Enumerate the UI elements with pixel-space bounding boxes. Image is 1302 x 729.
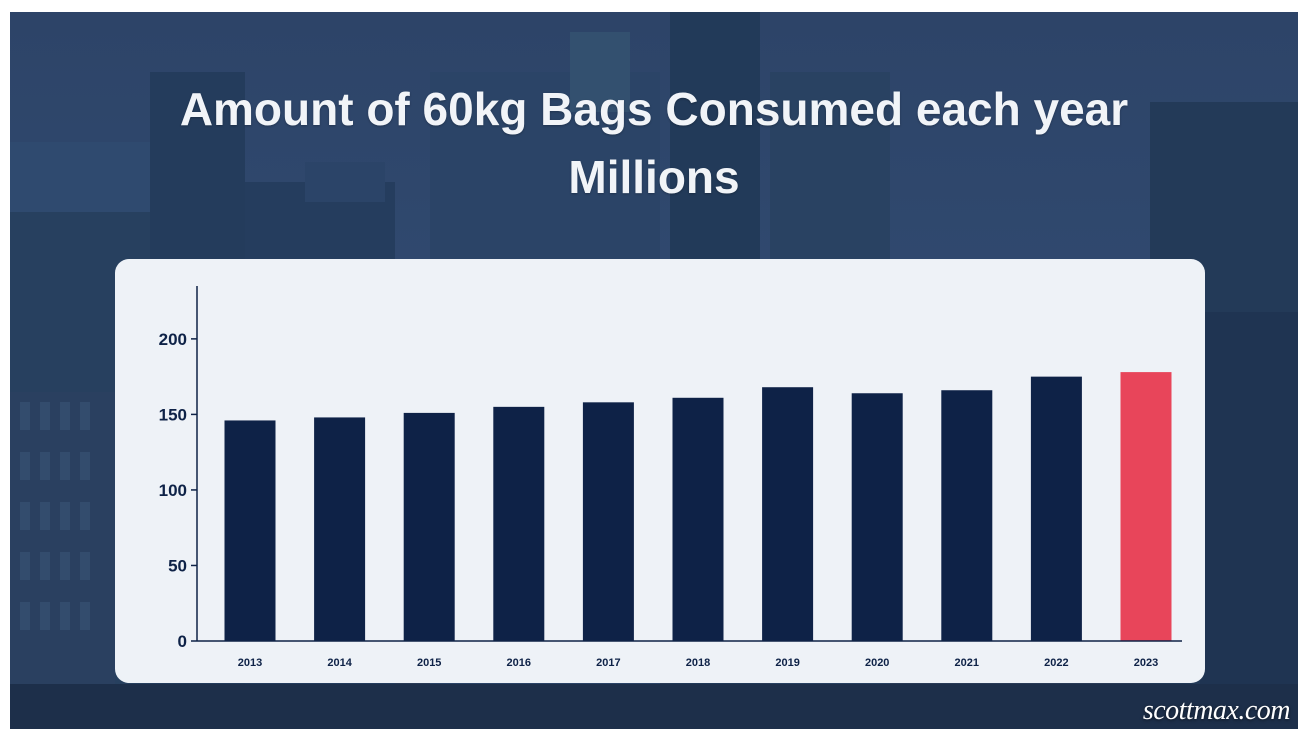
x-tick-label-2018: 2018 (686, 657, 710, 669)
x-tick-label-2020: 2020 (865, 657, 889, 669)
chart-frame: Amount of 60kg Bags Consumed each year M… (10, 12, 1298, 729)
y-tick-label: 50 (168, 556, 187, 575)
x-tick-label-2022: 2022 (1044, 657, 1068, 669)
bar-2014 (314, 417, 366, 641)
bar-2020 (851, 393, 903, 641)
bar-2015 (403, 412, 455, 641)
bar-2017 (582, 402, 634, 641)
chart-subtitle: Millions (568, 151, 740, 203)
bar-2019 (762, 387, 814, 641)
y-tick-label: 100 (159, 481, 187, 500)
bar-2021 (941, 390, 993, 641)
x-tick-label-2021: 2021 (955, 657, 979, 669)
watermark: scottmax.com (1142, 695, 1291, 726)
x-tick-label-2013: 2013 (238, 657, 262, 669)
chart-card: 0 50 100 150 200 2013 2014 2015 2016 2017 2018 201… (115, 259, 1205, 683)
x-tick-label-2019: 2019 (775, 657, 799, 669)
y-tick-label: 150 (159, 405, 187, 424)
x-tick-label-2016: 2016 (507, 657, 531, 669)
bar-2016 (493, 406, 545, 641)
x-tick-label-2023: 2023 (1134, 657, 1158, 669)
y-axis-ticks: 0 50 100 150 200 (159, 330, 197, 651)
x-axis-labels: 2013 2014 2015 2016 2017 2018 2019 2020 2021 2022… (238, 657, 1158, 669)
bars (224, 372, 1172, 641)
chart-title: Amount of 60kg Bags Consumed each year (179, 83, 1129, 135)
bar-2022 (1030, 376, 1082, 641)
bar-2023 (1120, 372, 1172, 641)
y-tick-label: 0 (178, 632, 187, 651)
bar-2013 (224, 420, 276, 641)
bar-2018 (672, 397, 724, 641)
x-tick-label-2015: 2015 (417, 657, 441, 669)
x-tick-label-2014: 2014 (327, 657, 352, 669)
x-tick-label-2017: 2017 (596, 657, 620, 669)
y-tick-label: 200 (159, 330, 187, 349)
